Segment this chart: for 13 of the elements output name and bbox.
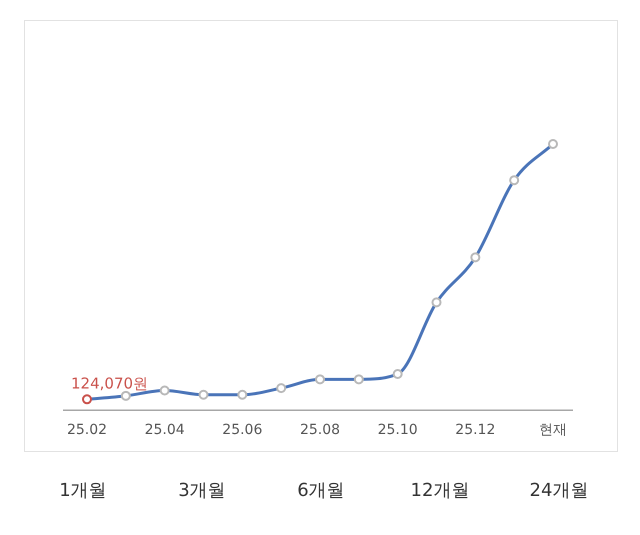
x-tick-label: 25.08 [300, 422, 340, 438]
text: 6개월 [296, 479, 346, 503]
text: 12개월 [410, 479, 470, 503]
x-tick-label: 25.10 [378, 422, 418, 438]
x-tick-label: 25.12 [455, 422, 496, 438]
x-tick-label: 25.06 [222, 422, 262, 438]
text: 1개월 [58, 479, 108, 503]
x-tick-label: 25.04 [144, 422, 185, 438]
annotation: 124,070원 [71, 374, 148, 393]
text: 24개월 [528, 479, 590, 503]
text: 3개월 [177, 479, 227, 503]
x-tick-label: 25.02 [66, 422, 108, 438]
x-tick-label: 현재 [539, 422, 567, 438]
